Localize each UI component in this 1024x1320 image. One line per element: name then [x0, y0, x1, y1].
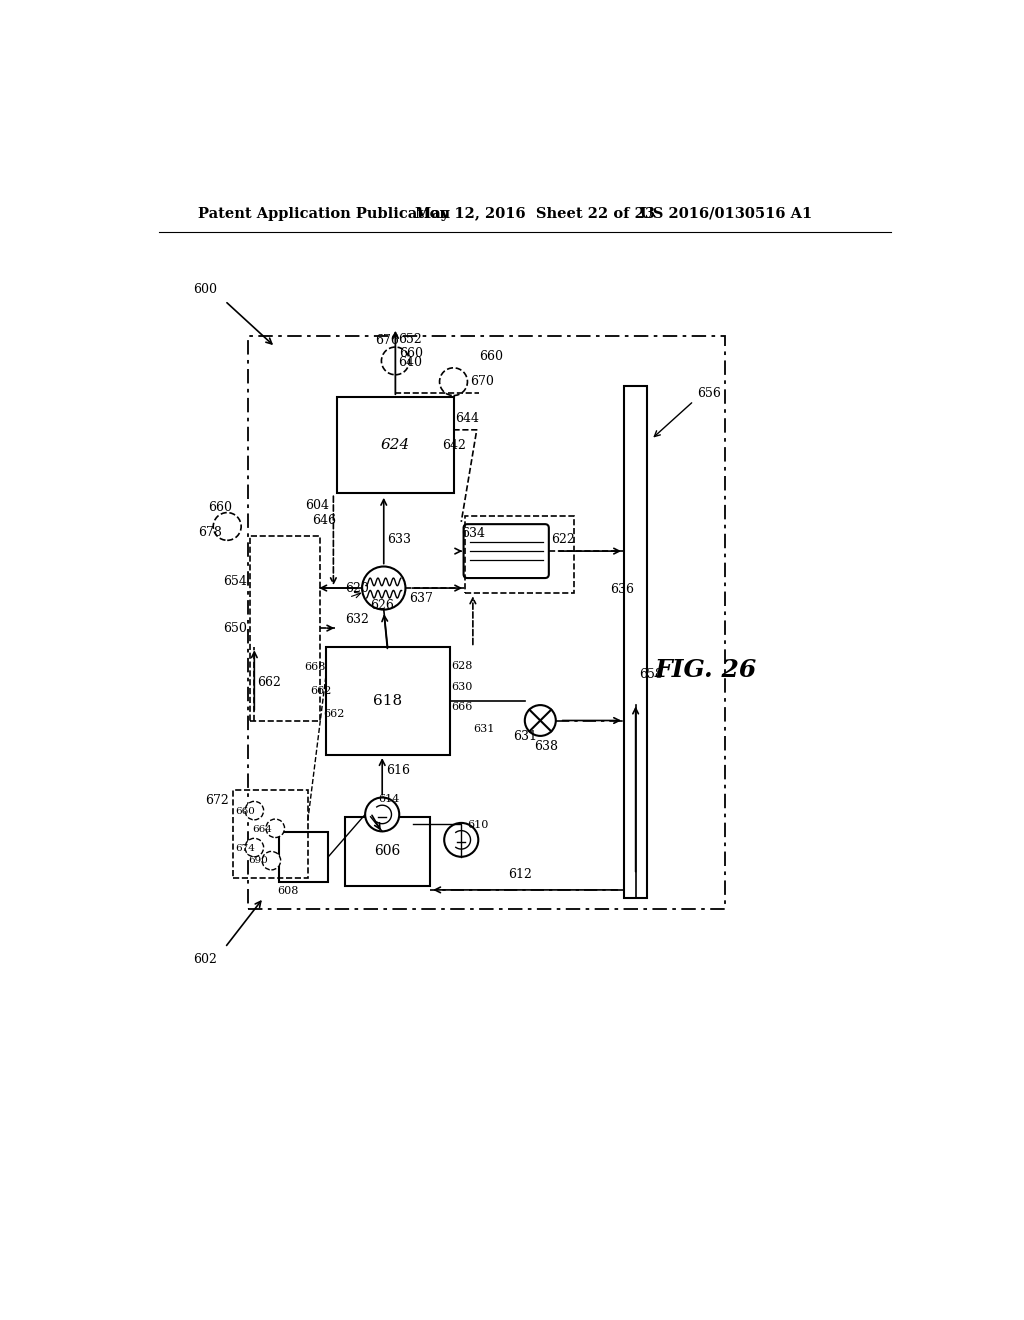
- Bar: [232, 789, 308, 878]
- Text: Patent Application Publication: Patent Application Publication: [198, 207, 450, 220]
- Text: 608: 608: [278, 886, 299, 896]
- Text: 616: 616: [386, 764, 410, 777]
- Text: 644: 644: [455, 412, 479, 425]
- Circle shape: [524, 705, 556, 737]
- Text: 634: 634: [461, 527, 485, 540]
- Text: 654: 654: [222, 576, 247, 589]
- Text: 628: 628: [452, 661, 472, 671]
- Text: 626: 626: [370, 599, 393, 612]
- Circle shape: [266, 818, 285, 838]
- Bar: [624, 385, 647, 898]
- Circle shape: [245, 838, 263, 857]
- Text: 646: 646: [312, 515, 337, 527]
- Text: 656: 656: [697, 387, 722, 400]
- Bar: [337, 397, 454, 494]
- Text: 666: 666: [452, 702, 472, 713]
- Bar: [251, 536, 321, 721]
- Text: FIG. 26: FIG. 26: [654, 659, 757, 682]
- Text: 678: 678: [198, 527, 221, 539]
- Text: 614: 614: [378, 795, 399, 804]
- Text: 631: 631: [473, 725, 495, 734]
- Circle shape: [381, 347, 410, 375]
- Circle shape: [444, 822, 478, 857]
- Text: US 2016/0130516 A1: US 2016/0130516 A1: [640, 207, 812, 220]
- Text: 610: 610: [467, 820, 488, 830]
- Circle shape: [362, 566, 406, 610]
- Text: 674: 674: [234, 845, 255, 854]
- Text: 600: 600: [194, 282, 217, 296]
- Text: 658: 658: [640, 668, 664, 681]
- Text: 637: 637: [410, 591, 433, 605]
- Text: 650: 650: [222, 622, 247, 635]
- Text: 652: 652: [398, 333, 422, 346]
- Bar: [465, 516, 573, 594]
- Text: 638: 638: [535, 739, 558, 752]
- Text: 662: 662: [310, 685, 332, 696]
- Text: 660: 660: [208, 500, 231, 513]
- Text: 690: 690: [248, 855, 268, 865]
- Bar: [345, 817, 430, 886]
- Text: 632: 632: [345, 612, 369, 626]
- Circle shape: [366, 797, 399, 832]
- Circle shape: [213, 512, 241, 540]
- Text: May 12, 2016  Sheet 22 of 23: May 12, 2016 Sheet 22 of 23: [415, 207, 654, 220]
- Text: 612: 612: [508, 869, 531, 882]
- Circle shape: [439, 368, 467, 396]
- Text: 640: 640: [398, 356, 423, 370]
- Bar: [248, 335, 725, 909]
- Text: 664: 664: [252, 825, 272, 834]
- Text: 668: 668: [304, 663, 326, 672]
- Text: 660: 660: [234, 808, 255, 817]
- Text: 630: 630: [452, 681, 472, 692]
- Text: 676: 676: [375, 334, 399, 347]
- Text: 620: 620: [345, 582, 369, 594]
- Text: 606: 606: [375, 845, 400, 858]
- Text: 622: 622: [551, 533, 574, 546]
- Text: 642: 642: [442, 440, 466, 451]
- Text: 662: 662: [324, 709, 345, 718]
- Text: 618: 618: [373, 694, 402, 709]
- Text: 604: 604: [305, 499, 329, 512]
- Text: 631: 631: [513, 730, 538, 743]
- Text: 670: 670: [471, 375, 495, 388]
- Text: 624: 624: [381, 438, 410, 453]
- Text: 660: 660: [399, 347, 423, 360]
- Text: 672: 672: [205, 793, 228, 807]
- Circle shape: [262, 851, 281, 870]
- Bar: [280, 832, 328, 882]
- Bar: [326, 647, 450, 755]
- Text: 633: 633: [388, 533, 412, 546]
- Text: 660: 660: [479, 350, 503, 363]
- Text: 662: 662: [257, 676, 281, 689]
- Text: 636: 636: [610, 583, 634, 597]
- Circle shape: [245, 801, 263, 820]
- FancyBboxPatch shape: [464, 524, 549, 578]
- Text: 602: 602: [194, 953, 217, 966]
